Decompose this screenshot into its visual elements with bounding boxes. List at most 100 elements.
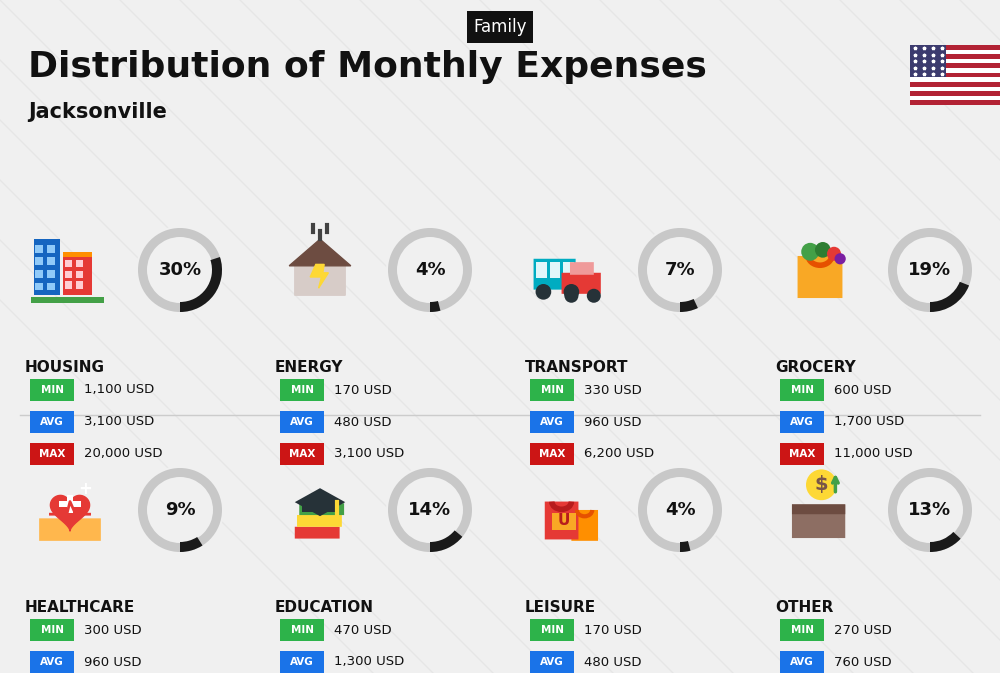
FancyBboxPatch shape bbox=[530, 651, 574, 673]
FancyBboxPatch shape bbox=[910, 63, 1000, 68]
Text: ENERGY: ENERGY bbox=[275, 360, 344, 375]
FancyBboxPatch shape bbox=[76, 260, 83, 267]
FancyBboxPatch shape bbox=[76, 281, 83, 289]
FancyBboxPatch shape bbox=[780, 379, 824, 401]
Circle shape bbox=[636, 466, 724, 554]
Circle shape bbox=[801, 243, 819, 260]
FancyBboxPatch shape bbox=[65, 260, 72, 267]
Text: 600 USD: 600 USD bbox=[834, 384, 892, 396]
FancyBboxPatch shape bbox=[35, 245, 43, 252]
FancyBboxPatch shape bbox=[792, 504, 845, 514]
FancyBboxPatch shape bbox=[571, 510, 598, 541]
FancyBboxPatch shape bbox=[59, 501, 81, 507]
FancyBboxPatch shape bbox=[792, 504, 845, 538]
FancyBboxPatch shape bbox=[780, 443, 824, 465]
Wedge shape bbox=[888, 228, 972, 312]
FancyBboxPatch shape bbox=[910, 45, 1000, 50]
FancyBboxPatch shape bbox=[530, 411, 574, 433]
Circle shape bbox=[827, 247, 841, 260]
Circle shape bbox=[815, 242, 831, 258]
Text: MIN: MIN bbox=[790, 625, 814, 635]
FancyBboxPatch shape bbox=[280, 651, 324, 673]
FancyBboxPatch shape bbox=[63, 252, 92, 257]
FancyBboxPatch shape bbox=[297, 515, 342, 527]
FancyBboxPatch shape bbox=[67, 495, 73, 513]
Text: 4%: 4% bbox=[665, 501, 695, 519]
FancyBboxPatch shape bbox=[552, 513, 576, 530]
Text: 6,200 USD: 6,200 USD bbox=[584, 448, 654, 460]
Text: 1,300 USD: 1,300 USD bbox=[334, 656, 404, 668]
FancyBboxPatch shape bbox=[31, 297, 104, 303]
FancyBboxPatch shape bbox=[570, 262, 594, 275]
Text: 170 USD: 170 USD bbox=[334, 384, 392, 396]
Text: MAX: MAX bbox=[39, 449, 65, 459]
FancyBboxPatch shape bbox=[30, 651, 74, 673]
FancyBboxPatch shape bbox=[76, 271, 83, 278]
FancyBboxPatch shape bbox=[910, 91, 1000, 96]
FancyBboxPatch shape bbox=[780, 619, 824, 641]
Wedge shape bbox=[430, 530, 462, 552]
Wedge shape bbox=[180, 257, 222, 312]
Text: AVG: AVG bbox=[790, 417, 814, 427]
FancyBboxPatch shape bbox=[280, 443, 324, 465]
Text: 330 USD: 330 USD bbox=[584, 384, 642, 396]
Text: MIN: MIN bbox=[540, 625, 564, 635]
Text: 11,000 USD: 11,000 USD bbox=[834, 448, 913, 460]
Text: 1,100 USD: 1,100 USD bbox=[84, 384, 154, 396]
FancyBboxPatch shape bbox=[910, 50, 1000, 55]
Text: MAX: MAX bbox=[539, 449, 565, 459]
FancyBboxPatch shape bbox=[550, 262, 560, 277]
FancyBboxPatch shape bbox=[910, 82, 1000, 87]
Text: 960 USD: 960 USD bbox=[584, 415, 642, 429]
Circle shape bbox=[587, 289, 601, 303]
Text: MIN: MIN bbox=[40, 625, 64, 635]
FancyBboxPatch shape bbox=[910, 77, 1000, 82]
Wedge shape bbox=[930, 282, 969, 312]
Text: HEALTHCARE: HEALTHCARE bbox=[25, 600, 135, 615]
FancyBboxPatch shape bbox=[530, 379, 574, 401]
Text: GROCERY: GROCERY bbox=[775, 360, 856, 375]
Text: +: + bbox=[78, 480, 92, 498]
Text: MIN: MIN bbox=[40, 385, 64, 395]
FancyBboxPatch shape bbox=[910, 100, 1000, 105]
Circle shape bbox=[835, 253, 846, 264]
FancyBboxPatch shape bbox=[35, 283, 43, 291]
Polygon shape bbox=[50, 495, 90, 531]
Text: AVG: AVG bbox=[40, 417, 64, 427]
Text: 14%: 14% bbox=[408, 501, 452, 519]
FancyBboxPatch shape bbox=[34, 239, 60, 295]
Text: AVG: AVG bbox=[540, 657, 564, 667]
Wedge shape bbox=[638, 228, 722, 312]
Text: 1,700 USD: 1,700 USD bbox=[834, 415, 904, 429]
FancyBboxPatch shape bbox=[534, 259, 576, 289]
FancyBboxPatch shape bbox=[65, 271, 72, 278]
Text: MIN: MIN bbox=[790, 385, 814, 395]
FancyBboxPatch shape bbox=[910, 59, 1000, 63]
Circle shape bbox=[386, 466, 474, 554]
Text: MAX: MAX bbox=[789, 449, 815, 459]
Text: 300 USD: 300 USD bbox=[84, 623, 142, 637]
Text: 9%: 9% bbox=[165, 501, 195, 519]
Text: 480 USD: 480 USD bbox=[584, 656, 642, 668]
FancyBboxPatch shape bbox=[295, 527, 340, 538]
Text: $: $ bbox=[815, 475, 828, 494]
Text: 960 USD: 960 USD bbox=[84, 656, 142, 668]
Wedge shape bbox=[680, 299, 698, 312]
FancyBboxPatch shape bbox=[780, 411, 824, 433]
Text: AVG: AVG bbox=[540, 417, 564, 427]
Text: EDUCATION: EDUCATION bbox=[275, 600, 374, 615]
Circle shape bbox=[886, 226, 974, 314]
Text: 3,100 USD: 3,100 USD bbox=[84, 415, 154, 429]
FancyBboxPatch shape bbox=[30, 411, 74, 433]
Text: MIN: MIN bbox=[290, 385, 314, 395]
FancyBboxPatch shape bbox=[780, 651, 824, 673]
FancyBboxPatch shape bbox=[30, 619, 74, 641]
Polygon shape bbox=[295, 488, 345, 516]
FancyBboxPatch shape bbox=[47, 270, 55, 278]
FancyBboxPatch shape bbox=[530, 443, 574, 465]
Circle shape bbox=[136, 226, 224, 314]
Text: 170 USD: 170 USD bbox=[584, 623, 642, 637]
Text: AVG: AVG bbox=[40, 657, 64, 667]
FancyBboxPatch shape bbox=[530, 619, 574, 641]
FancyBboxPatch shape bbox=[30, 443, 74, 465]
